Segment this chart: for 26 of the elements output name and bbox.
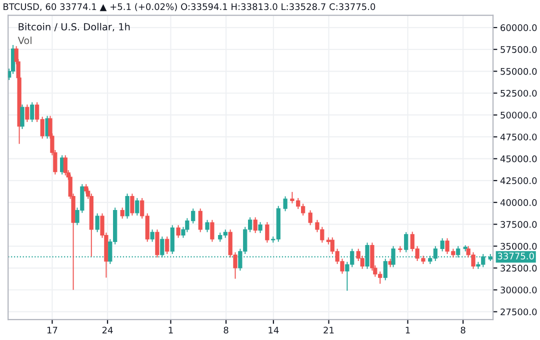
- x-tick-label: 1: [406, 326, 410, 334]
- y-tick-label: 40000.0: [500, 199, 537, 206]
- ref-line-label: 33775.0: [498, 252, 534, 260]
- y-tick-label: 52500.0: [500, 90, 537, 97]
- y-tick-label: 55000.0: [500, 68, 537, 75]
- x-tick-label: 14: [268, 326, 279, 334]
- x-tick-label: 24: [102, 326, 113, 334]
- x-tick-label: 1: [168, 326, 173, 334]
- y-tick-label: 45000.0: [500, 155, 537, 162]
- annotation: Vol: [18, 36, 32, 44]
- y-tick-label: 35000.0: [500, 242, 537, 250]
- y-tick-label: 30000.0: [500, 286, 537, 294]
- x-tick-label: 8: [460, 326, 466, 334]
- text: Bitcoin / U.S. Dollar, 1h: [18, 22, 130, 32]
- x-tick-label: 8: [224, 326, 228, 334]
- y-tick-label: 47500.0: [500, 134, 537, 140]
- y-tick-label: 32500.0: [500, 264, 537, 272]
- y-tick-label: 37500.0: [500, 221, 537, 228]
- y-tick-label: 27500.0: [500, 308, 537, 316]
- y-tick-label: 57500.0: [500, 46, 537, 53]
- y-tick-label: 60000.0: [500, 24, 537, 32]
- chart-title: BTCUSD, 60 33774.1 ▲ +5.1 (+0.02%) O:33594.1 H:33813.0 L:33528.7 C:33775.0: [4, 3, 376, 12]
- x-tick-label: 17: [47, 326, 58, 334]
- y-tick-label: 42500.0: [500, 177, 537, 184]
- y-tick-label: 50000.0: [500, 112, 537, 119]
- x-tick-label: 21: [324, 326, 334, 334]
